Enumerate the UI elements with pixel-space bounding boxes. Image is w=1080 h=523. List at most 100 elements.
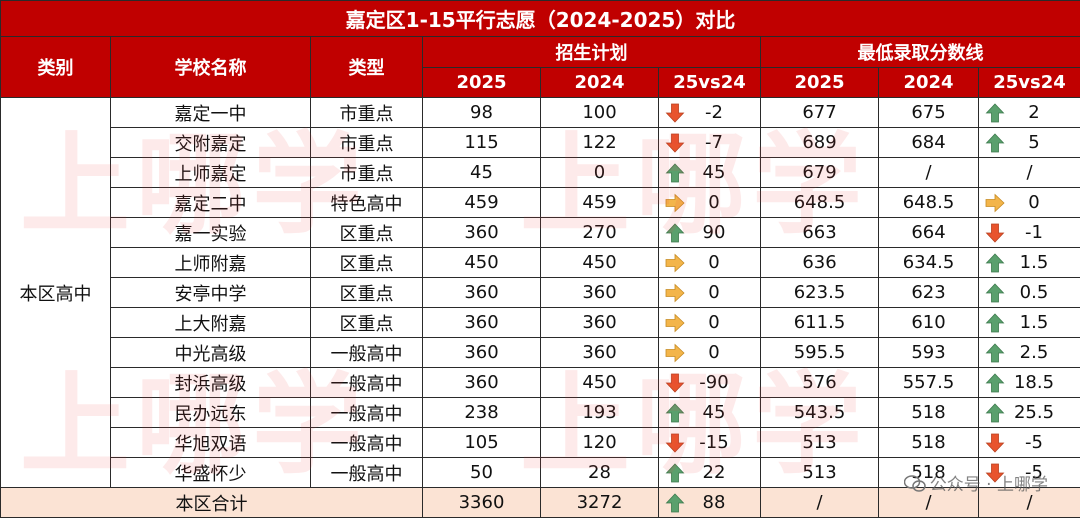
plan-2024: 360	[540, 277, 659, 308]
total-label: 本区合计	[0, 487, 423, 518]
total-plan-diff-value: 88	[702, 492, 726, 514]
score-diff: 2	[977, 97, 1080, 128]
red-down-arrow-icon	[665, 433, 685, 453]
header-plan-2024: 2024	[540, 67, 659, 98]
plan-diff-value: -90	[699, 372, 729, 394]
table-row: 上师附嘉 区重点 450 450 0 636 634.5 1.5	[1, 247, 1080, 278]
score-2025: 595.5	[760, 337, 879, 368]
score-2025: 623.5	[760, 277, 879, 308]
score-diff: -1	[977, 217, 1080, 248]
header-enroll-plan: 招生计划	[422, 36, 761, 68]
category-cell: 本区高中	[0, 97, 111, 488]
yellow-right-arrow-icon	[665, 343, 685, 363]
score-diff-value: -5	[1025, 462, 1043, 484]
header-school: 学校名称	[110, 36, 311, 98]
yellow-right-arrow-icon	[665, 193, 685, 213]
plan-2025: 360	[422, 217, 541, 248]
school-type: 一般高中	[310, 337, 423, 368]
table-row: 交附嘉定 市重点 115 122 -7 689 684 5	[1, 127, 1080, 158]
score-2025: 543.5	[760, 397, 879, 428]
header-score-vs: 25vs24	[977, 67, 1080, 98]
school-name: 安亭中学	[110, 277, 311, 308]
red-down-arrow-icon	[985, 433, 1005, 453]
plan-2025: 360	[422, 307, 541, 338]
plan-diff-value: 90	[702, 222, 726, 244]
header-type: 类型	[310, 36, 423, 98]
plan-diff: -90	[658, 367, 761, 398]
red-down-arrow-icon	[665, 373, 685, 393]
table-row: 嘉定二中 特色高中 459 459 0 648.5 648.5 0	[1, 187, 1080, 218]
total-plan-diff: 88	[658, 487, 761, 518]
score-diff-value: 2.5	[1019, 342, 1049, 364]
green-up-arrow-icon	[985, 313, 1005, 333]
score-2025: 513	[760, 457, 879, 488]
score-2024: 593	[878, 337, 979, 368]
score-diff: 5	[977, 127, 1080, 158]
plan-2024: 360	[540, 307, 659, 338]
school-name: 华旭双语	[110, 427, 311, 458]
plan-2025: 238	[422, 397, 541, 428]
school-type: 区重点	[310, 307, 423, 338]
plan-2025: 98	[422, 97, 541, 128]
score-2025: 636	[760, 247, 879, 278]
yellow-right-arrow-icon	[665, 253, 685, 273]
score-2024: 518	[878, 397, 979, 428]
plan-2025: 360	[422, 367, 541, 398]
plan-diff-value: 0	[708, 342, 720, 364]
plan-diff: 90	[658, 217, 761, 248]
total-score-2024: /	[878, 487, 979, 518]
plan-2024: 450	[540, 247, 659, 278]
header-plan-vs: 25vs24	[658, 67, 761, 98]
score-diff: 1.5	[977, 247, 1080, 278]
score-diff-value: 1.5	[1019, 312, 1049, 334]
school-name: 嘉定一中	[110, 97, 311, 128]
table-title: 嘉定区1-15平行志愿（2024-2025）对比	[0, 0, 1080, 37]
score-2025: 648.5	[760, 187, 879, 218]
school-type: 市重点	[310, 97, 423, 128]
green-up-arrow-icon	[985, 283, 1005, 303]
score-diff: 1.5	[977, 307, 1080, 338]
total-score-diff: /	[977, 487, 1080, 518]
green-up-arrow-icon	[985, 103, 1005, 123]
plan-2025: 360	[422, 337, 541, 368]
school-name: 中光高级	[110, 337, 311, 368]
plan-diff: 45	[658, 157, 761, 188]
score-2024: 557.5	[878, 367, 979, 398]
school-name: 嘉定二中	[110, 187, 311, 218]
plan-diff-value: 0	[708, 282, 720, 304]
plan-2024: 100	[540, 97, 659, 128]
plan-diff: 0	[658, 247, 761, 278]
score-diff: -5	[977, 427, 1080, 458]
school-type: 一般高中	[310, 367, 423, 398]
plan-diff-value: 0	[708, 192, 720, 214]
plan-2024: 360	[540, 337, 659, 368]
plan-2025: 459	[422, 187, 541, 218]
score-diff: 0	[977, 187, 1080, 218]
plan-diff: 22	[658, 457, 761, 488]
table-row: 华盛怀少 一般高中 50 28 22 513 518 -5	[1, 457, 1080, 488]
yellow-right-arrow-icon	[665, 283, 685, 303]
plan-2024: 120	[540, 427, 659, 458]
green-up-arrow-icon	[665, 463, 685, 483]
plan-2024: 0	[540, 157, 659, 188]
plan-diff-value: 0	[708, 252, 720, 274]
green-up-arrow-icon	[665, 163, 685, 183]
green-up-arrow-icon	[985, 133, 1005, 153]
plan-2025: 115	[422, 127, 541, 158]
school-name: 上师嘉定	[110, 157, 311, 188]
table-row: 嘉一实验 区重点 360 270 90 663 664 -1	[1, 217, 1080, 248]
score-diff: -5	[977, 457, 1080, 488]
plan-2025: 50	[422, 457, 541, 488]
red-down-arrow-icon	[665, 133, 685, 153]
plan-diff-value: 45	[702, 402, 726, 424]
school-name: 上师附嘉	[110, 247, 311, 278]
score-2025: 663	[760, 217, 879, 248]
score-2024: 623	[878, 277, 979, 308]
school-type: 区重点	[310, 217, 423, 248]
plan-2024: 193	[540, 397, 659, 428]
plan-diff: 45	[658, 397, 761, 428]
yellow-right-arrow-icon	[985, 193, 1005, 213]
green-up-arrow-icon	[985, 403, 1005, 423]
header-plan-2025: 2025	[422, 67, 541, 98]
score-2024: 518	[878, 427, 979, 458]
